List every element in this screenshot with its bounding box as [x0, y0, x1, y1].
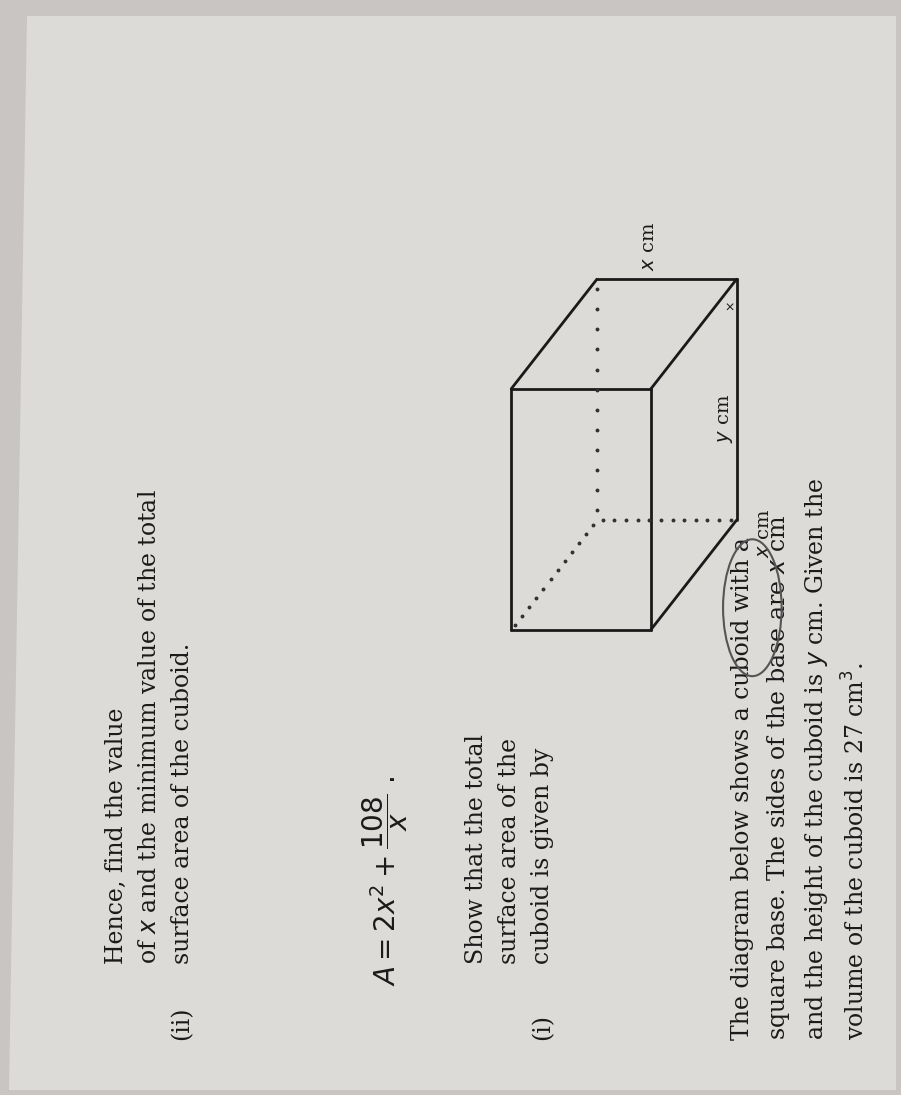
Text: $A = 2x^2 + \dfrac{108}{x}$ .: $A = 2x^2 + \dfrac{108}{x}$ .: [360, 775, 410, 986]
Text: $y$ cm: $y$ cm: [715, 394, 735, 443]
Text: $x$ cm: $x$ cm: [640, 222, 658, 270]
Text: (i): (i): [531, 1014, 554, 1040]
Text: Hence, find the value
of $x$ and the minimum value of the total
surface area of : Hence, find the value of $x$ and the min…: [105, 488, 194, 964]
Text: $x$ cm: $x$ cm: [755, 509, 772, 558]
Text: $\times$: $\times$: [725, 301, 739, 312]
Text: Show that the total
surface area of the
cuboid is given by: Show that the total surface area of the …: [465, 734, 554, 964]
Polygon shape: [9, 16, 896, 1090]
Text: The diagram below shows a cuboid with a
square base. The sides of the base are $: The diagram below shows a cuboid with a …: [731, 479, 869, 1040]
Text: (ii): (ii): [170, 1006, 194, 1040]
